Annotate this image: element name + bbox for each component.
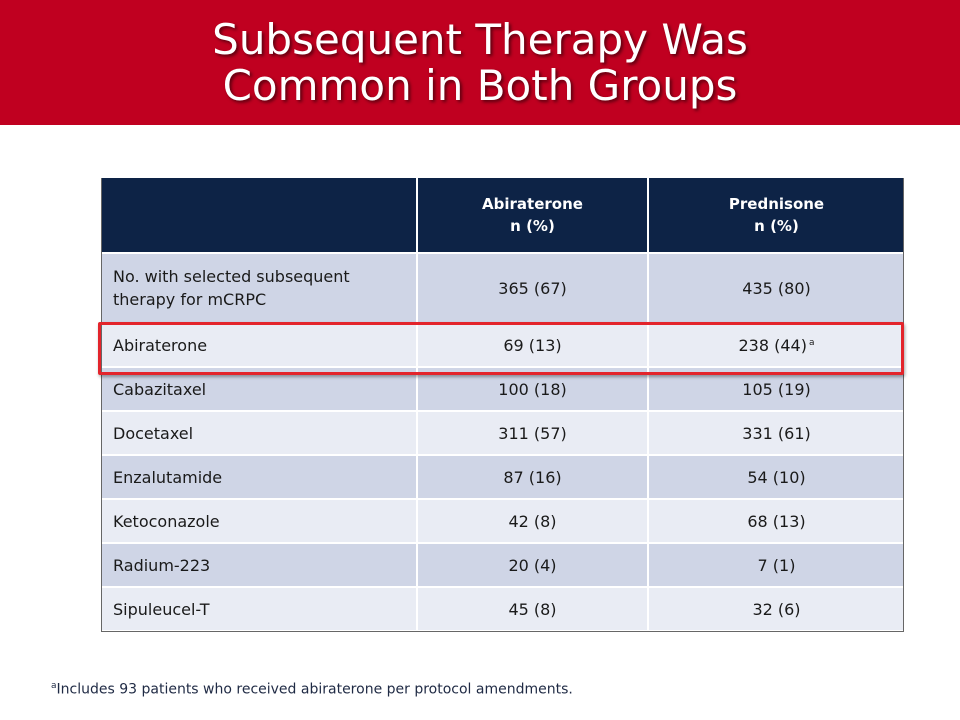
- table-row-radium-223: Radium-223 20 (4) 7 (1): [101, 542, 904, 587]
- row-label: Cabazitaxel: [101, 366, 417, 411]
- prednisone-value-cell: 238 (44) a: [647, 322, 904, 367]
- table-row-enzalutamide: Enzalutamide 87 (16) 54 (10): [101, 454, 904, 499]
- slide-title-line-1: Subsequent Therapy Was: [212, 14, 748, 64]
- row-label: Enzalutamide: [101, 454, 417, 499]
- abiraterone-value: 365 (67): [416, 252, 648, 323]
- abiraterone-value: 42 (8): [416, 498, 648, 543]
- prednisone-value: 238 (44): [738, 335, 807, 355]
- table-row-abiraterone: Abiraterone 69 (13) 238 (44) a: [101, 322, 904, 367]
- prednisone-value: 105 (19): [647, 366, 904, 411]
- table-row-docetaxel: Docetaxel 311 (57) 331 (61): [101, 410, 904, 455]
- table-row-total: No. with selected subsequent therapy for…: [101, 252, 904, 323]
- header-abiraterone: Abiraterone n (%): [416, 178, 648, 253]
- header-prednisone-unit: n (%): [754, 217, 799, 235]
- prednisone-value: 331 (61): [647, 410, 904, 455]
- row-label: Abiraterone: [101, 322, 417, 367]
- header-abiraterone-label: Abiraterone: [482, 195, 583, 213]
- row-label: Sipuleucel-T: [101, 586, 417, 630]
- prednisone-value: 7 (1): [647, 542, 904, 587]
- header-abiraterone-unit: n (%): [510, 217, 555, 235]
- footnote-superscript: a: [51, 681, 57, 691]
- row-label: Docetaxel: [101, 410, 417, 455]
- subsequent-therapy-table: Abiraterone n (%) Prednisone n (%) No. w…: [101, 178, 904, 630]
- slide-title-line-2: Common in Both Groups: [222, 60, 738, 110]
- footnote-text: Includes 93 patients who received abirat…: [56, 681, 573, 698]
- row-label: Ketoconazole: [101, 498, 417, 543]
- table-row-sipuleucel-t: Sipuleucel-T 45 (8) 32 (6): [101, 586, 904, 630]
- abiraterone-value: 100 (18): [416, 366, 648, 411]
- footnote: aIncludes 93 patients who received abira…: [51, 681, 573, 698]
- table-row-ketoconazole: Ketoconazole 42 (8) 68 (13): [101, 498, 904, 543]
- header-empty-cell: [101, 178, 417, 253]
- row-label: No. with selected subsequent therapy for…: [101, 252, 417, 323]
- abiraterone-value: 311 (57): [416, 410, 648, 455]
- title-banner: Subsequent Therapy Was Common in Both Gr…: [0, 0, 960, 125]
- prednisone-value: 68 (13): [647, 498, 904, 543]
- table-row-cabazitaxel: Cabazitaxel 100 (18) 105 (19): [101, 366, 904, 411]
- abiraterone-value: 45 (8): [416, 586, 648, 630]
- abiraterone-value: 87 (16): [416, 454, 648, 499]
- abiraterone-value: 20 (4): [416, 542, 648, 587]
- prednisone-value: 54 (10): [647, 454, 904, 499]
- table-header-row: Abiraterone n (%) Prednisone n (%): [101, 178, 904, 253]
- header-prednisone-label: Prednisone: [728, 195, 825, 213]
- footnote-marker: a: [808, 337, 815, 348]
- prednisone-value: 435 (80): [647, 252, 904, 323]
- therapy-table-container: Abiraterone n (%) Prednisone n (%) No. w…: [101, 178, 904, 630]
- header-prednisone: Prednisone n (%): [647, 178, 904, 253]
- prednisone-value: 32 (6): [647, 586, 904, 630]
- row-label: Radium-223: [101, 542, 417, 587]
- abiraterone-value: 69 (13): [416, 322, 648, 367]
